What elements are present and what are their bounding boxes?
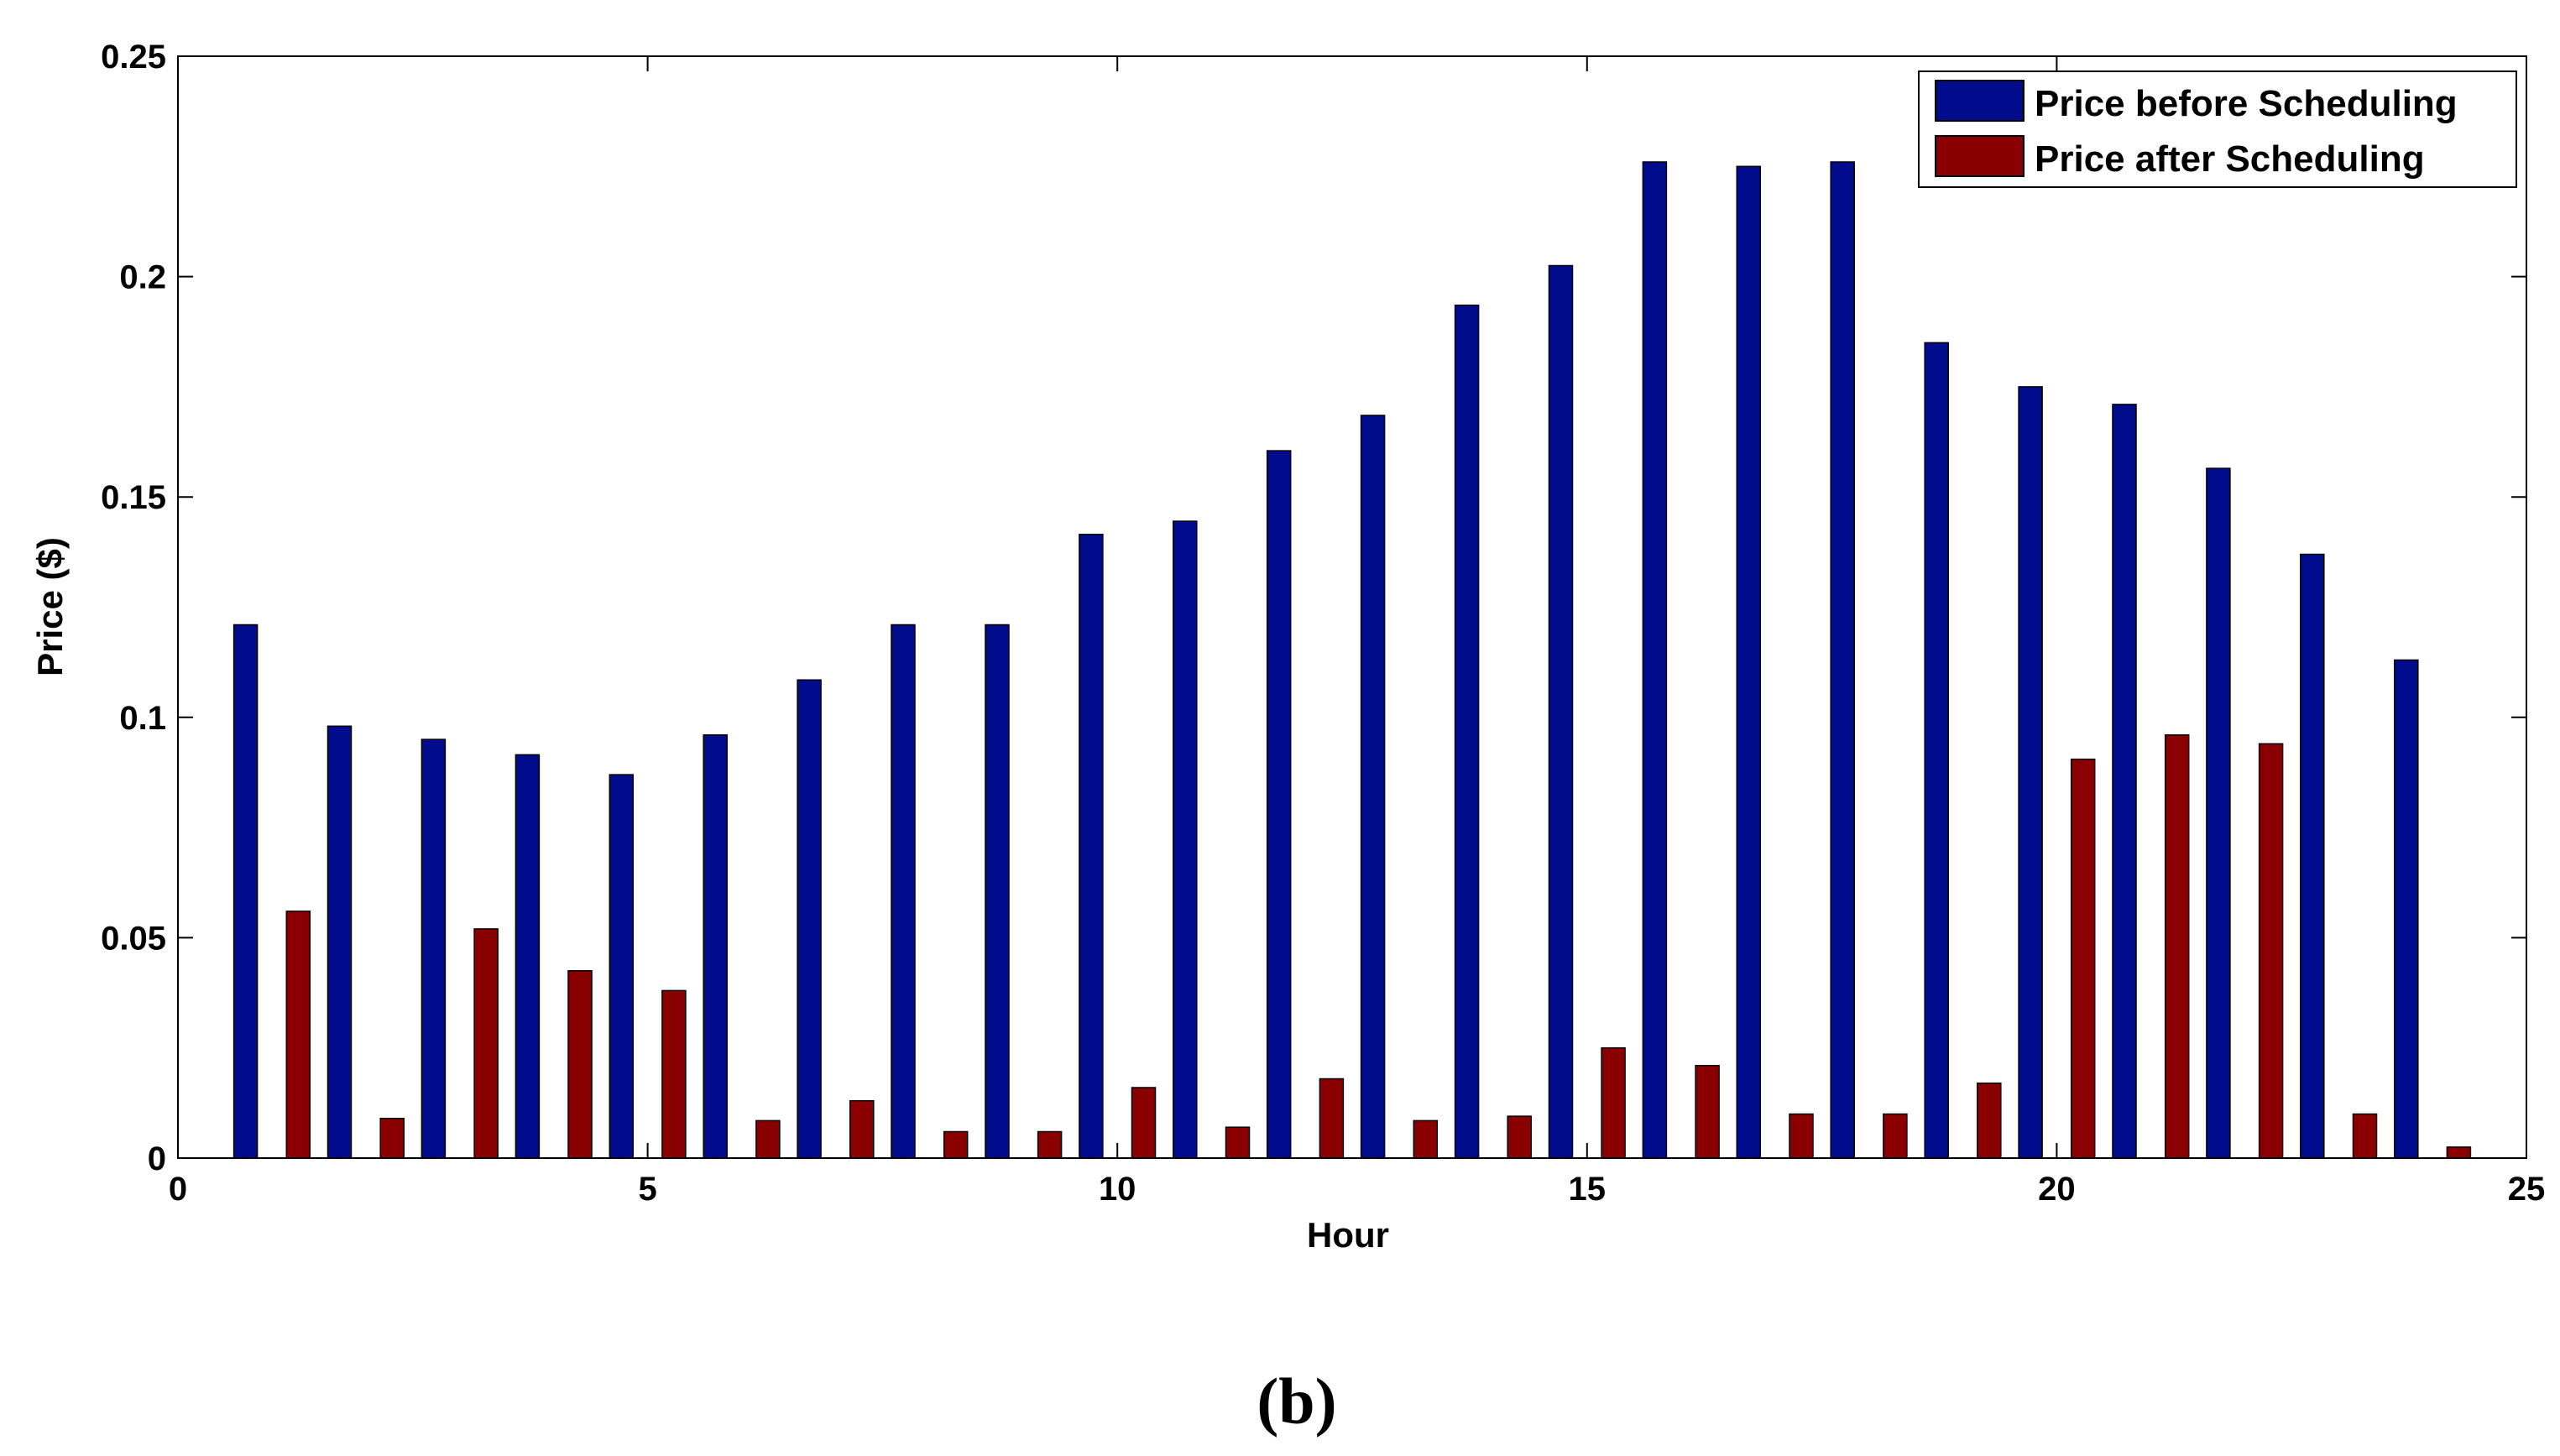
bar-after-hour-7 — [849, 1099, 875, 1159]
bar-after-hour-12 — [1319, 1078, 1345, 1159]
bar-after-hour-21 — [2164, 734, 2190, 1159]
bar-before-hour-24 — [2394, 659, 2419, 1159]
x-tick-label-5: 25 — [2508, 1171, 2546, 1208]
bar-after-hour-5 — [661, 989, 687, 1159]
bar-before-hour-15 — [1548, 264, 1574, 1159]
bar-after-hour-9 — [1037, 1130, 1063, 1159]
bars-group — [232, 161, 2472, 1159]
x-tick-label-0: 0 — [169, 1171, 187, 1208]
bar-after-hour-4 — [567, 970, 593, 1159]
bar-after-hour-17 — [1789, 1113, 1814, 1159]
bar-after-hour-19 — [1977, 1082, 2002, 1159]
y-tick-label-3: 0.15 — [101, 479, 166, 516]
bar-before-hour-6 — [703, 734, 728, 1159]
bar-before-hour-14 — [1454, 304, 1480, 1159]
bar-before-hour-5 — [609, 774, 635, 1159]
tick-labels-group: 0 5 10 15 20 25 0 0.05 0.1 0.15 0.2 0.25 — [101, 39, 2545, 1208]
bar-after-hour-23 — [2352, 1113, 2378, 1159]
bar-before-hour-12 — [1266, 450, 1292, 1159]
bar-after-hour-1 — [285, 911, 311, 1159]
bar-after-hour-15 — [1601, 1046, 1626, 1159]
bar-after-hour-11 — [1225, 1126, 1251, 1159]
bar-after-hour-13 — [1413, 1119, 1439, 1159]
bar-before-hour-7 — [797, 679, 822, 1159]
x-tick-label-1: 5 — [638, 1171, 656, 1208]
bar-before-hour-17 — [1736, 165, 1762, 1159]
bar-before-hour-22 — [2206, 467, 2231, 1159]
legend-swatch-after — [1935, 135, 2024, 177]
bar-before-hour-19 — [1924, 342, 1949, 1159]
x-tick-label-4: 20 — [2038, 1171, 2076, 1208]
y-tick-label-0: 0 — [148, 1140, 166, 1177]
bar-after-hour-18 — [1883, 1113, 1908, 1159]
x-tick-label-3: 15 — [1569, 1171, 1607, 1208]
bar-before-hour-3 — [421, 738, 447, 1159]
bar-after-hour-20 — [2070, 758, 2096, 1159]
bar-before-hour-4 — [515, 754, 541, 1159]
x-axis-label: Hour — [1307, 1215, 1389, 1255]
bar-before-hour-13 — [1360, 415, 1386, 1159]
y-tick-label-1: 0.05 — [101, 920, 166, 957]
y-tick-label-2: 0.1 — [119, 700, 166, 737]
bar-before-hour-16 — [1642, 161, 1668, 1159]
figure-caption: (b) — [1256, 1365, 1336, 1438]
bar-after-hour-8 — [943, 1130, 969, 1159]
bar-after-hour-2 — [379, 1117, 405, 1159]
legend-label-after: Price after Scheduling — [2035, 138, 2425, 180]
bar-after-hour-16 — [1695, 1064, 1720, 1159]
bar-after-hour-14 — [1507, 1115, 1532, 1159]
bar-before-hour-8 — [891, 624, 916, 1159]
bar-before-hour-10 — [1079, 534, 1104, 1159]
bar-before-hour-23 — [2300, 553, 2325, 1159]
bar-before-hour-2 — [327, 725, 353, 1159]
bar-before-hour-18 — [1830, 161, 1855, 1159]
bar-before-hour-9 — [985, 624, 1010, 1159]
plot-frame — [177, 55, 2527, 1159]
bar-after-hour-6 — [755, 1119, 781, 1159]
bar-before-hour-21 — [2112, 404, 2137, 1159]
bar-after-hour-3 — [473, 928, 499, 1159]
legend-label-before: Price before Scheduling — [2035, 83, 2458, 124]
bar-before-hour-11 — [1173, 520, 1198, 1159]
legend-swatch-before — [1935, 80, 2024, 122]
legend: Price before Scheduling Price after Sche… — [1918, 70, 2517, 188]
x-tick-label-2: 10 — [1099, 1171, 1136, 1208]
bar-after-hour-10 — [1131, 1087, 1157, 1159]
bar-before-hour-1 — [232, 624, 259, 1159]
y-tick-label-5: 0.25 — [101, 39, 166, 76]
bar-after-hour-22 — [2258, 743, 2284, 1159]
y-axis-label: Price ($) — [30, 537, 70, 676]
bar-after-hour-24 — [2446, 1146, 2472, 1159]
bar-before-hour-20 — [2018, 386, 2043, 1159]
y-tick-label-4: 0.2 — [119, 259, 166, 296]
